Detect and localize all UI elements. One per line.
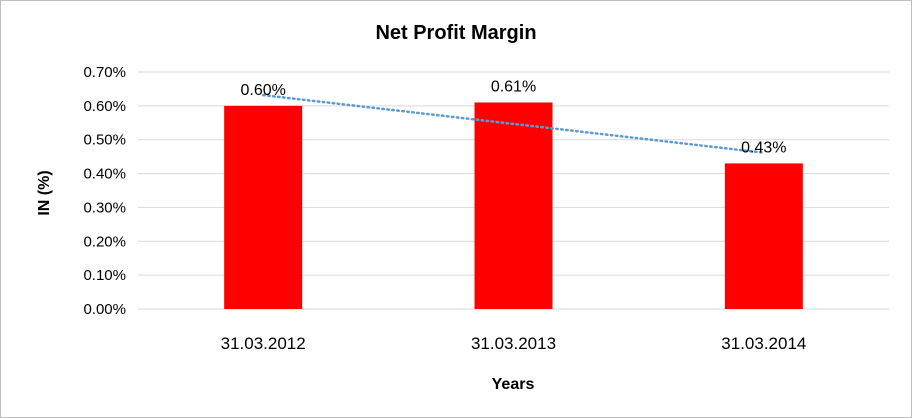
x-tick-label: 31.03.2013 [471,334,556,353]
x-axis-title: Years [492,376,535,393]
y-tick-label: 0.70% [83,64,126,81]
y-axis-title: IN (%) [36,170,53,215]
bar [474,102,553,309]
data-labels: 0.60% 0.61% 0.43% [240,78,786,156]
data-label: 0.61% [491,78,536,95]
trendline-path [261,93,766,154]
x-tick-label: 31.03.2014 [721,334,806,353]
data-label: 0.60% [240,82,285,99]
x-tick-label: 31.03.2012 [221,334,306,353]
x-axis-ticks: 31.03.2012 31.03.2013 31.03.2014 [221,334,807,353]
y-tick-label: 0.30% [83,199,126,216]
bars [224,102,803,309]
y-tick-label: 0.40% [83,166,126,183]
y-tick-label: 0.20% [83,233,126,250]
bar [224,105,303,309]
y-tick-label: 0.00% [83,301,126,318]
y-axis-ticks: 0.00% 0.10% 0.20% 0.30% 0.40% 0.50% 0.60% 0.70% [83,64,126,318]
chart-title: Net Profit Margin [375,22,536,44]
y-tick-label: 0.60% [83,98,126,115]
y-tick-label: 0.10% [83,267,126,284]
trendline [261,93,766,154]
data-label: 0.43% [741,139,786,156]
y-tick-label: 0.50% [83,132,126,149]
bar [724,163,803,309]
